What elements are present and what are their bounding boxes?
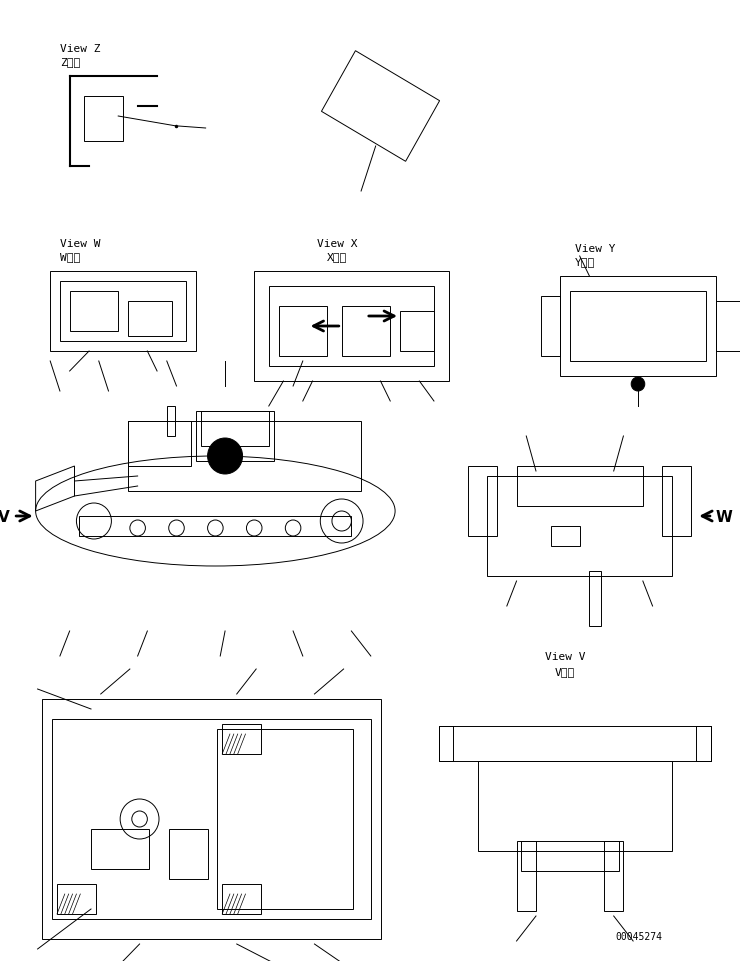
Bar [269,286,434,366]
Text: V: V [0,509,10,524]
Bar [52,719,371,919]
Circle shape [631,378,645,391]
Bar [60,282,186,342]
Bar [517,841,536,911]
Bar [570,292,706,361]
Bar [662,466,691,536]
Bar [196,411,274,461]
Bar [488,477,672,577]
Bar [84,97,123,142]
Bar [57,884,96,914]
Text: View W: View W [60,238,101,249]
Bar [696,727,711,761]
Bar [342,307,390,357]
Bar [517,466,643,506]
Text: V　視: V 視 [555,666,575,677]
Bar [589,572,601,627]
Bar [169,829,208,879]
Bar [222,884,261,914]
Bar [201,411,269,447]
Bar [166,407,175,436]
Bar [522,841,619,871]
Bar [255,272,448,382]
Text: View Y: View Y [575,244,616,254]
Text: View Z: View Z [60,44,101,54]
Bar [439,727,711,761]
Bar [716,302,740,352]
Text: 00045274: 00045274 [615,931,662,941]
Bar [400,311,434,352]
Bar [128,302,172,336]
Circle shape [208,438,243,475]
Bar [478,761,672,851]
Bar [42,700,380,939]
Bar [278,307,327,357]
Text: W: W [716,509,733,524]
Text: W　視: W 視 [60,252,80,261]
Bar [222,725,261,754]
Bar [439,727,454,761]
Text: View X: View X [317,238,357,249]
Text: View V: View V [545,652,585,661]
Bar [321,52,440,162]
Bar [50,272,196,352]
Bar [91,829,149,869]
Bar [604,841,623,911]
Text: Y　視: Y 視 [575,257,595,267]
Bar [128,422,191,466]
Bar [218,729,353,909]
Bar [551,527,579,547]
Bar [541,297,560,357]
Bar [468,466,497,536]
Text: X　視: X 視 [326,252,347,261]
Bar [79,516,352,536]
Bar [128,422,361,491]
Text: Z　視: Z 視 [60,57,80,67]
Bar [70,292,118,332]
Bar [560,277,716,377]
